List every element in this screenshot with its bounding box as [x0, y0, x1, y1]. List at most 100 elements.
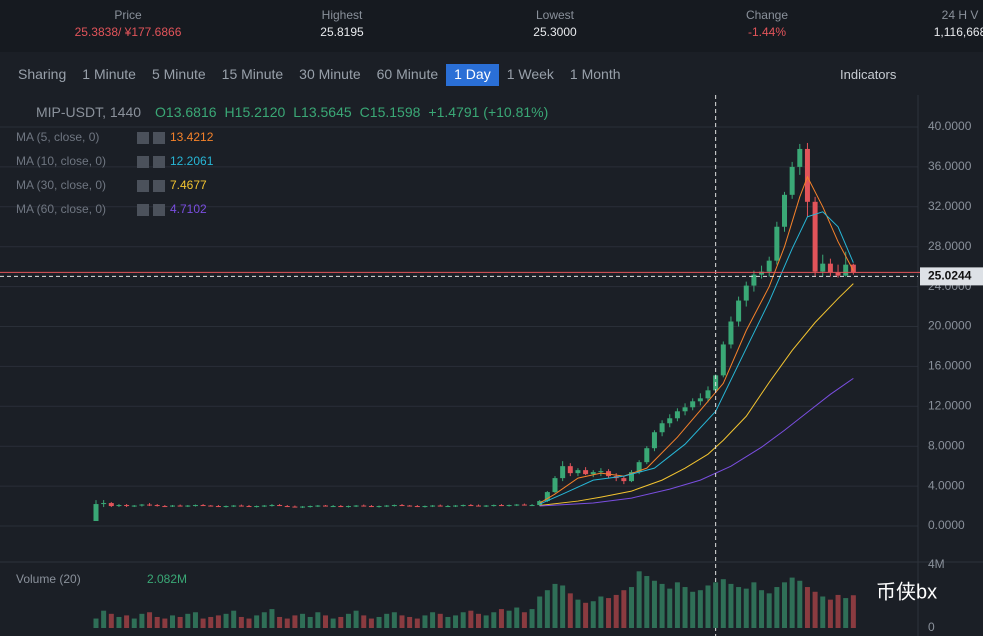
candle-body	[192, 505, 198, 507]
y-tick-label: 8.0000	[928, 438, 965, 452]
ma-icon	[153, 204, 165, 216]
candle-body	[820, 263, 826, 272]
volume-bar	[820, 596, 826, 628]
stat: Price 25.3838/ ¥177.6866	[28, 8, 228, 39]
y-tick-label: 28.0000	[928, 239, 972, 253]
ma-line	[539, 377, 854, 507]
candle-body	[154, 505, 160, 507]
volume-bar	[108, 613, 114, 628]
stat-label: Price	[114, 8, 142, 22]
candle-body	[552, 478, 558, 493]
volume-bar	[101, 610, 107, 628]
candle-body	[491, 505, 497, 507]
volume-bar	[246, 618, 252, 628]
vol-value: 2.082M	[147, 572, 187, 586]
candle-body	[697, 398, 703, 402]
volume-bar	[231, 610, 237, 628]
volume-bar	[774, 587, 780, 628]
volume-bar	[544, 590, 550, 628]
volume-bar	[629, 587, 634, 628]
tab[interactable]: Sharing	[18, 66, 67, 82]
tab[interactable]: 15 Minute	[221, 66, 284, 82]
volume-bar	[200, 618, 206, 628]
candle-body	[621, 478, 627, 482]
volume-bar	[445, 616, 451, 628]
candle-body	[300, 506, 306, 508]
candle-body	[529, 505, 535, 507]
candle-body	[674, 411, 680, 419]
candle-body	[644, 448, 650, 463]
candle-body	[498, 505, 504, 507]
candle-body	[200, 505, 206, 507]
tab[interactable]: 1 Month	[569, 66, 621, 82]
candle-body	[667, 418, 673, 424]
volume-bar	[713, 582, 719, 628]
candle-body	[789, 166, 795, 195]
candle-body	[835, 272, 841, 276]
tab[interactable]: 60 Minute	[376, 66, 439, 82]
volume-bar	[537, 596, 543, 628]
ma-icon	[137, 132, 149, 144]
volume-bar	[506, 610, 512, 628]
candle-body	[368, 506, 374, 508]
candle-body	[483, 505, 489, 507]
volume-bar	[797, 580, 803, 628]
y-tick-label: 0.0000	[928, 518, 965, 532]
volume-bar	[124, 615, 130, 628]
candle-body	[414, 506, 420, 508]
volume-bar	[682, 587, 688, 628]
volume-bar	[453, 615, 459, 628]
candle-body	[705, 390, 711, 399]
volume-bar	[697, 590, 703, 628]
candle-body	[766, 260, 772, 272]
ma-line	[539, 175, 854, 504]
candle-body	[651, 432, 657, 449]
candle-body	[147, 504, 153, 506]
y-tick-label: 16.0000	[928, 359, 972, 373]
volume-bar	[782, 582, 787, 628]
candle-body	[759, 271, 765, 275]
candle-body	[690, 401, 696, 408]
volume-bar	[476, 613, 481, 628]
volume-bar	[284, 618, 290, 628]
volume-bar	[590, 601, 596, 628]
ma-icon	[137, 156, 149, 168]
volume-bar	[376, 616, 382, 628]
tab[interactable]: 1 Day	[446, 64, 499, 86]
candle-body	[177, 505, 183, 507]
info-low: L13.5645	[293, 104, 352, 120]
candle-body	[743, 285, 749, 301]
candle-body	[751, 274, 757, 286]
volume-bar	[414, 618, 420, 628]
tab[interactable]: 1 Week	[506, 66, 554, 82]
candle-body	[720, 344, 726, 376]
volume-bar	[315, 612, 321, 628]
stat-value: 25.3838/ ¥177.6866	[74, 25, 182, 39]
volume-bar	[659, 583, 665, 628]
volume-bar	[139, 613, 145, 628]
candle-body	[460, 505, 466, 507]
tab[interactable]: 5 Minute	[151, 66, 206, 82]
info-high: H15.2120	[225, 104, 286, 120]
volume-bar	[215, 615, 221, 628]
candle-body	[521, 504, 527, 506]
volume-bar	[598, 596, 604, 628]
candle-body	[361, 505, 367, 507]
tab[interactable]: 30 Minute	[299, 66, 361, 82]
indicators[interactable]: Indicators	[840, 67, 897, 82]
candle-body	[544, 492, 550, 502]
candle-body	[514, 504, 520, 506]
ma-label: MA (10, close, 0)	[16, 154, 106, 168]
crosshair-price-label: 25.0244	[928, 269, 972, 283]
volume-bar	[514, 607, 520, 628]
volume-bar	[277, 616, 283, 628]
stat: Lowest 25.3000	[455, 8, 655, 39]
volume-bar	[162, 618, 168, 628]
candle-body	[261, 505, 267, 507]
volume-bar	[644, 576, 650, 628]
candle-body	[307, 506, 313, 508]
tab[interactable]: 1 Minute	[82, 66, 136, 82]
volume-bar	[529, 609, 535, 628]
candle-body	[384, 505, 390, 507]
